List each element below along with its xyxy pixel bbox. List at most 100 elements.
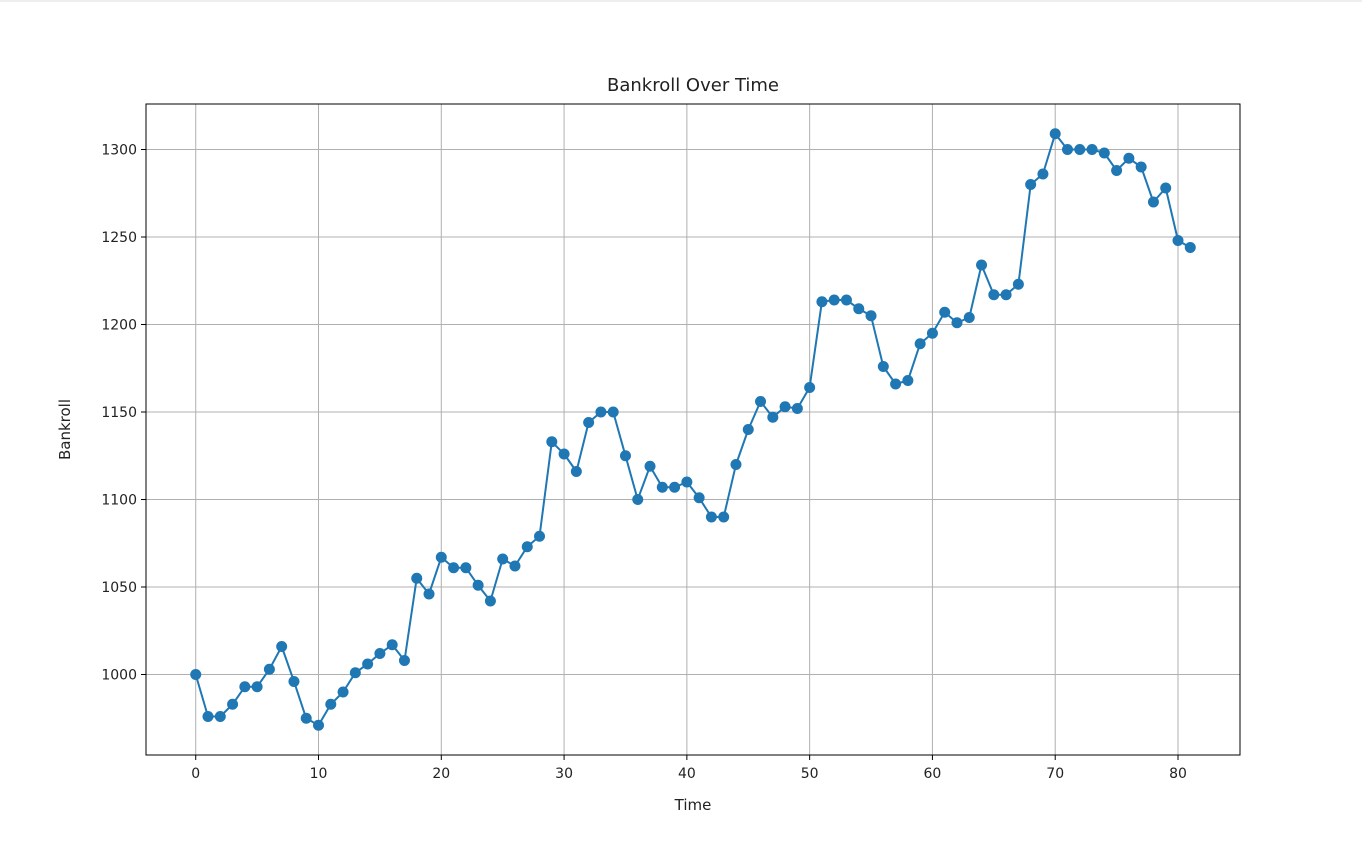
data-point bbox=[644, 460, 656, 472]
data-point bbox=[1147, 196, 1159, 208]
y-tick-label: 1050 bbox=[101, 580, 137, 596]
data-point bbox=[1098, 147, 1110, 159]
data-point bbox=[570, 466, 582, 477]
x-tick-label: 0 bbox=[191, 766, 200, 782]
data-point bbox=[423, 588, 435, 600]
data-point bbox=[730, 459, 742, 470]
chart-title: Bankroll Over Time bbox=[607, 75, 779, 96]
data-point bbox=[939, 306, 951, 318]
data-point bbox=[890, 378, 902, 390]
data-point bbox=[362, 658, 374, 670]
data-point bbox=[705, 511, 717, 523]
x-tick-label: 70 bbox=[1046, 766, 1064, 782]
y-tick-label: 1250 bbox=[101, 230, 137, 246]
data-point bbox=[853, 303, 865, 315]
x-axis-ticks: 0 10 20 30 40 50 60 70 80 bbox=[191, 755, 1187, 782]
data-point bbox=[865, 310, 877, 322]
y-tick-label: 1150 bbox=[101, 405, 137, 421]
data-point bbox=[1172, 235, 1184, 246]
y-tick-label: 1300 bbox=[101, 143, 137, 159]
x-axis-label: Time bbox=[674, 796, 712, 814]
data-point bbox=[227, 698, 239, 710]
data-point bbox=[976, 259, 988, 271]
data-point bbox=[251, 681, 263, 693]
data-point bbox=[239, 681, 251, 693]
data-point bbox=[1061, 144, 1073, 155]
data-point bbox=[632, 494, 644, 505]
data-point bbox=[607, 406, 619, 418]
data-point bbox=[1037, 168, 1049, 180]
data-point bbox=[669, 481, 681, 493]
data-point bbox=[374, 648, 386, 659]
data-point bbox=[791, 403, 803, 414]
x-tick-label: 80 bbox=[1169, 766, 1187, 782]
data-point bbox=[926, 327, 938, 339]
data-point bbox=[742, 424, 754, 435]
data-point bbox=[656, 481, 668, 493]
x-tick-label: 10 bbox=[310, 766, 328, 782]
data-point bbox=[767, 411, 779, 423]
data-point bbox=[521, 541, 533, 553]
data-point bbox=[1025, 179, 1037, 190]
data-point bbox=[460, 562, 472, 574]
data-point bbox=[1074, 144, 1086, 155]
data-point bbox=[583, 417, 595, 428]
series-line-layer bbox=[194, 132, 1191, 727]
data-points bbox=[190, 128, 1196, 731]
data-point bbox=[349, 667, 361, 679]
data-point bbox=[546, 436, 558, 448]
data-point bbox=[1123, 152, 1135, 164]
data-point bbox=[288, 676, 300, 687]
data-point bbox=[190, 669, 202, 680]
x-tick-label: 20 bbox=[432, 766, 450, 782]
data-point bbox=[202, 711, 214, 722]
data-point bbox=[1012, 278, 1024, 290]
plot-frame bbox=[145, 103, 1241, 756]
data-point bbox=[1111, 165, 1123, 176]
data-point bbox=[1160, 182, 1172, 194]
data-point bbox=[558, 448, 570, 460]
data-point bbox=[779, 401, 791, 413]
data-point bbox=[509, 560, 521, 572]
data-point bbox=[386, 639, 398, 651]
data-point bbox=[435, 551, 447, 563]
x-tick-label: 30 bbox=[555, 766, 573, 782]
data-point bbox=[325, 698, 337, 710]
data-point bbox=[534, 530, 546, 542]
data-point bbox=[337, 686, 349, 698]
data-point bbox=[313, 719, 325, 731]
top-divider bbox=[0, 0, 1362, 2]
data-point bbox=[448, 562, 460, 574]
data-point bbox=[877, 361, 889, 372]
data-point bbox=[214, 711, 226, 722]
data-point bbox=[681, 476, 693, 488]
x-tick-label: 40 bbox=[678, 766, 696, 782]
data-point bbox=[1135, 161, 1147, 173]
data-point bbox=[484, 595, 496, 607]
y-axis-ticks: 1000 1050 1100 1150 1200 1250 1300 bbox=[101, 143, 146, 684]
data-point bbox=[1000, 289, 1012, 301]
data-point bbox=[1049, 128, 1061, 140]
x-tick-label: 60 bbox=[924, 766, 942, 782]
data-point bbox=[1086, 144, 1098, 155]
data-point bbox=[963, 312, 975, 323]
data-point bbox=[718, 511, 730, 523]
data-point bbox=[693, 492, 705, 504]
data-point bbox=[804, 382, 816, 393]
grid bbox=[146, 104, 1240, 755]
y-tick-label: 1200 bbox=[101, 318, 137, 334]
data-point bbox=[988, 289, 1000, 301]
y-axis-label: Bankroll bbox=[56, 399, 74, 460]
data-point bbox=[951, 317, 963, 329]
y-tick-label: 1100 bbox=[101, 493, 137, 509]
data-point bbox=[595, 406, 607, 418]
data-point bbox=[411, 572, 423, 584]
data-point bbox=[755, 396, 767, 407]
data-point bbox=[619, 450, 631, 462]
data-point bbox=[398, 655, 410, 666]
data-point bbox=[902, 375, 914, 386]
data-point bbox=[276, 641, 288, 652]
data-point bbox=[828, 294, 840, 306]
data-point bbox=[840, 294, 852, 306]
